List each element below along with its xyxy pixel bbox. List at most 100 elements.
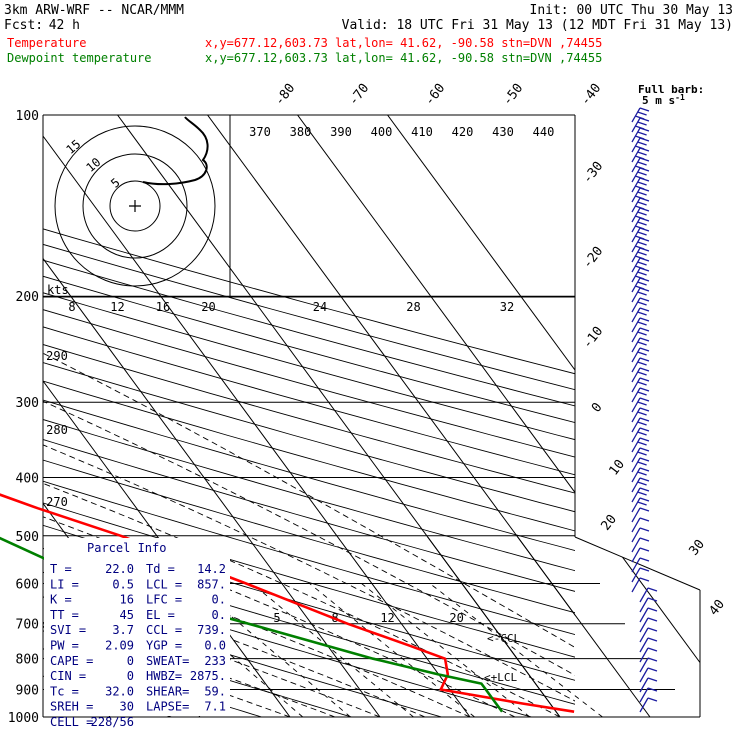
dewpoint-legend: Dewpoint temperature bbox=[7, 51, 152, 65]
wind-barb bbox=[631, 417, 650, 433]
hodograph-ring-label: 5 bbox=[108, 175, 123, 190]
mixing-ratio-label: 12 bbox=[380, 611, 394, 625]
wind-barb bbox=[639, 697, 658, 713]
pressure-tick-label: 100 bbox=[16, 109, 39, 124]
isotherm-line bbox=[606, 537, 700, 717]
wind-barb bbox=[639, 647, 658, 663]
wind-barb bbox=[631, 227, 650, 243]
dry-adiabat bbox=[43, 480, 575, 636]
parcel-key: LCL = bbox=[146, 577, 182, 591]
parcel-value: 228/56 bbox=[91, 715, 134, 729]
sounding-profiles bbox=[0, 493, 575, 713]
pressure-tick-label: 800 bbox=[16, 653, 39, 668]
parcel-value: 2.09 bbox=[105, 639, 134, 653]
theta-label: 410 bbox=[411, 125, 433, 139]
wind-barb bbox=[631, 217, 650, 233]
theta-label: 380 bbox=[290, 125, 312, 139]
wind-barb bbox=[631, 467, 650, 483]
wind-barb bbox=[639, 617, 658, 633]
theta-label: 390 bbox=[330, 125, 352, 139]
wind-barb bbox=[631, 177, 650, 193]
wind-speed-unit: kts bbox=[47, 283, 69, 297]
wind-barb bbox=[631, 287, 650, 303]
isotherm-line bbox=[516, 537, 651, 717]
wind-barb bbox=[631, 497, 650, 513]
wind-barb bbox=[631, 307, 650, 323]
forecast-hour: 42 h bbox=[49, 18, 80, 33]
pressure-tick-label: 300 bbox=[16, 396, 39, 411]
parcel-value: 32.0 bbox=[105, 684, 134, 698]
dry-adiabat bbox=[43, 259, 575, 407]
moist-adiabat bbox=[43, 482, 561, 717]
wind-barbs bbox=[631, 107, 658, 713]
isotherm-line bbox=[43, 257, 381, 717]
parcel-info-background bbox=[44, 538, 230, 716]
wind-barb bbox=[639, 607, 658, 623]
wind-barb bbox=[631, 107, 650, 123]
parcel-key: Td = bbox=[146, 562, 175, 576]
hodograph-ring-label: 10 bbox=[83, 155, 103, 175]
parcel-value: 0.0 bbox=[204, 639, 226, 653]
isotherm-label: 20 bbox=[599, 512, 620, 534]
isotherm-label: -30 bbox=[580, 159, 606, 187]
wind-barb bbox=[631, 577, 650, 593]
wind-barb bbox=[631, 567, 650, 583]
dewpoint-profile bbox=[0, 536, 504, 713]
wind-barb bbox=[631, 477, 650, 493]
parcel-value: 45 bbox=[120, 608, 134, 622]
wind-barb bbox=[631, 117, 650, 133]
isotherm-label: 10 bbox=[607, 457, 628, 479]
wind-barb bbox=[631, 487, 650, 503]
wind-barb bbox=[631, 327, 650, 343]
parcel-value: 30 bbox=[120, 700, 134, 714]
isotherm-label: -10 bbox=[580, 324, 606, 352]
dry-adiabat bbox=[43, 459, 575, 614]
moist-adiabat bbox=[43, 592, 381, 717]
init-time: Init: 00 UTC Thu 30 May 13 bbox=[530, 3, 734, 18]
parcel-key: CAPE = bbox=[50, 654, 93, 668]
parcel-key: SHEAR= bbox=[146, 684, 189, 698]
parcel-value: 16 bbox=[120, 593, 134, 607]
wind-barb bbox=[631, 457, 650, 473]
theta-label: 440 bbox=[533, 125, 555, 139]
wind-barb bbox=[631, 197, 650, 213]
wind-barb bbox=[631, 507, 650, 523]
parcel-value: 0. bbox=[212, 593, 226, 607]
isotherm-label: -20 bbox=[580, 244, 606, 272]
barb-legend-units: 5 m s-1 bbox=[642, 93, 685, 107]
wind-barb bbox=[631, 157, 650, 173]
location-info-green: x,y=677.12,603.73 lat,lon= 41.62, -90.58… bbox=[205, 51, 602, 65]
moist-adiabat bbox=[43, 352, 575, 648]
mixing-ratio-label: 20 bbox=[449, 611, 463, 625]
pressure-tick-label: 900 bbox=[16, 683, 39, 698]
valid-time: Valid: 18 UTC Fri 31 May 13 (12 MDT Fri … bbox=[342, 18, 733, 33]
wind-speed-label: 16 bbox=[156, 300, 170, 314]
isotherm-line bbox=[207, 115, 575, 616]
lcl-annotation: <+LCL bbox=[484, 671, 517, 684]
parcel-key: CELL = bbox=[50, 715, 93, 729]
wind-barb bbox=[631, 127, 650, 143]
wind-barb bbox=[631, 357, 650, 373]
pressure-tick-label: 400 bbox=[16, 471, 39, 486]
wind-barb bbox=[631, 347, 650, 363]
wind-barb bbox=[631, 207, 650, 223]
parcel-key: TT = bbox=[50, 608, 79, 622]
wind-barb bbox=[631, 547, 650, 563]
pressure-tick-label: 600 bbox=[16, 577, 39, 592]
wind-barb bbox=[631, 137, 650, 153]
parcel-value: 233 bbox=[204, 654, 226, 668]
wind-barb bbox=[631, 517, 650, 533]
parcel-info-panel: Parcel Info T = 22.0 Td = 14.2 LI = 0.5 LCL = 8… bbox=[44, 538, 230, 729]
wind-barb bbox=[631, 297, 650, 313]
parcel-value: 0 bbox=[127, 669, 134, 683]
isotherm-label: -50 bbox=[500, 81, 526, 109]
pressure-tick-label: 500 bbox=[16, 530, 39, 545]
wind-barb bbox=[631, 407, 650, 423]
mixing-ratio-line bbox=[251, 583, 414, 717]
isotherm-label: 30 bbox=[687, 537, 708, 559]
hodograph-center bbox=[129, 200, 141, 212]
parcel-value: 7.1 bbox=[204, 700, 226, 714]
isotherm-label: -60 bbox=[422, 81, 448, 109]
wind-barb bbox=[639, 687, 658, 703]
